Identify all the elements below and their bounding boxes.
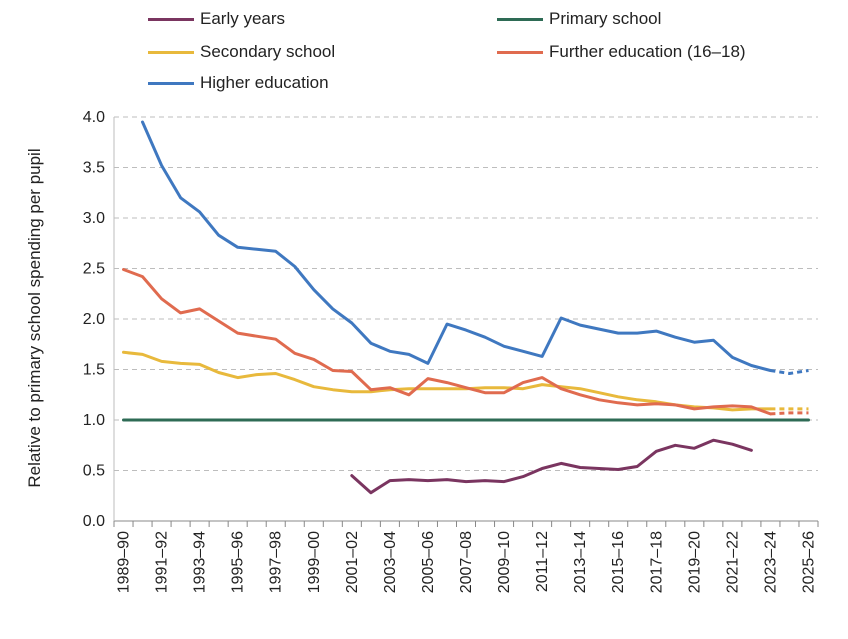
- x-tick-label: 2013–14: [572, 531, 589, 593]
- legend-item-early-years: Early years: [148, 9, 285, 29]
- legend-swatch-primary-school: [497, 17, 543, 21]
- legend-swatch-higher-education: [148, 81, 194, 85]
- legend-item-primary-school: Primary school: [497, 9, 661, 29]
- x-tick-label: 1999–00: [306, 531, 323, 593]
- y-tick-label: 0.0: [83, 513, 105, 530]
- y-tick-label: 3.0: [83, 210, 105, 227]
- y-tick-label: 1.5: [83, 362, 105, 379]
- x-tick-label: 2023–24: [762, 531, 779, 593]
- y-tick-label: 3.5: [83, 160, 105, 177]
- x-tick-label: 2003–04: [382, 531, 399, 593]
- y-tick-label: 2.5: [83, 261, 105, 278]
- x-tick-label: 2005–06: [420, 531, 437, 593]
- legend-swatch-early-years: [148, 17, 194, 21]
- legend-item-secondary-school: Secondary school: [148, 42, 335, 62]
- gridlines: [114, 116, 818, 471]
- x-tick-label: 2009–10: [496, 531, 513, 593]
- legend: Early years Primary school Secondary sch…: [0, 0, 848, 100]
- legend-item-further-education: Further education (16–18): [497, 42, 746, 62]
- x-tick-label: 2017–18: [648, 531, 665, 593]
- x-tick-label: 2015–16: [610, 531, 627, 593]
- y-tick-label: 1.0: [83, 412, 105, 429]
- y-tick-label: 2.0: [83, 311, 105, 328]
- series-line-higher-education: [141, 120, 772, 372]
- series-line-early-years: [350, 438, 753, 495]
- series-projection-further-education-16-18: [770, 411, 809, 416]
- y-axis-title: Relative to primary school spending per …: [25, 148, 44, 487]
- y-tick-label: 0.5: [83, 463, 105, 480]
- legend-swatch-further-education: [497, 50, 543, 54]
- legend-label-higher-education: Higher education: [200, 73, 329, 92]
- x-tick-label: 2011–12: [534, 531, 551, 592]
- legend-item-higher-education: Higher education: [148, 73, 329, 93]
- x-tick-label: 1997–98: [268, 531, 285, 593]
- x-tick-label: 1995–96: [230, 531, 247, 593]
- x-tick-label: 2021–22: [724, 531, 741, 593]
- x-axis: 1989–90 1991–92 1993–94 1995–96 1997–98 1999–…: [113, 117, 819, 593]
- x-tick-label: 1991–92: [154, 531, 171, 593]
- x-tick-label: 1993–94: [192, 531, 209, 593]
- legend-swatch-secondary-school: [148, 50, 194, 54]
- legend-label-further-education: Further education (16–18): [549, 42, 746, 61]
- series-projection-higher-education: [770, 369, 809, 375]
- legend-label-early-years: Early years: [200, 9, 286, 28]
- y-tick-label: 4.0: [83, 109, 105, 126]
- y-axis-ticks: 0.0 0.5 1.0 1.5 2.0 2.5 3.0 3.5 4.0: [83, 109, 105, 530]
- series-line-further-education-16-18: [122, 268, 772, 416]
- x-tick-label: 2025–26: [800, 531, 817, 593]
- series-lines: [122, 120, 810, 495]
- x-tick-label: 2007–08: [458, 531, 475, 593]
- x-tick-label: 2001–02: [344, 531, 361, 593]
- legend-label-primary-school: Primary school: [549, 9, 662, 28]
- x-tick-label: 2019–20: [686, 531, 703, 593]
- legend-label-secondary-school: Secondary school: [200, 42, 336, 61]
- x-tick-label: 1989–90: [116, 531, 133, 593]
